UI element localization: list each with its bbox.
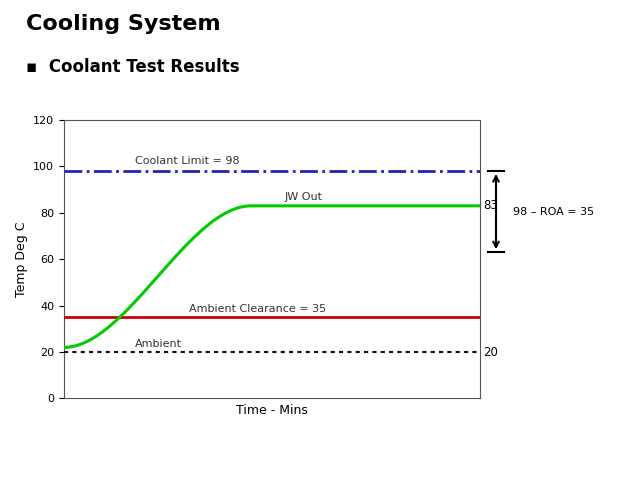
Text: Coolant Limit = 98: Coolant Limit = 98: [135, 156, 239, 167]
Text: Ambient: Ambient: [135, 338, 182, 348]
Text: 20: 20: [483, 346, 498, 359]
Text: 83: 83: [483, 199, 498, 212]
Y-axis label: Temp Deg C: Temp Deg C: [15, 221, 28, 297]
Text: Ambient Clearance = 35: Ambient Clearance = 35: [189, 304, 326, 314]
X-axis label: Time - Mins: Time - Mins: [236, 404, 308, 417]
Text: ▪  Coolant Test Results: ▪ Coolant Test Results: [26, 58, 239, 76]
Text: Cooling System: Cooling System: [26, 14, 220, 35]
Text: JW Out: JW Out: [285, 192, 323, 203]
Text: 98 – ROA = 35: 98 – ROA = 35: [513, 206, 595, 216]
